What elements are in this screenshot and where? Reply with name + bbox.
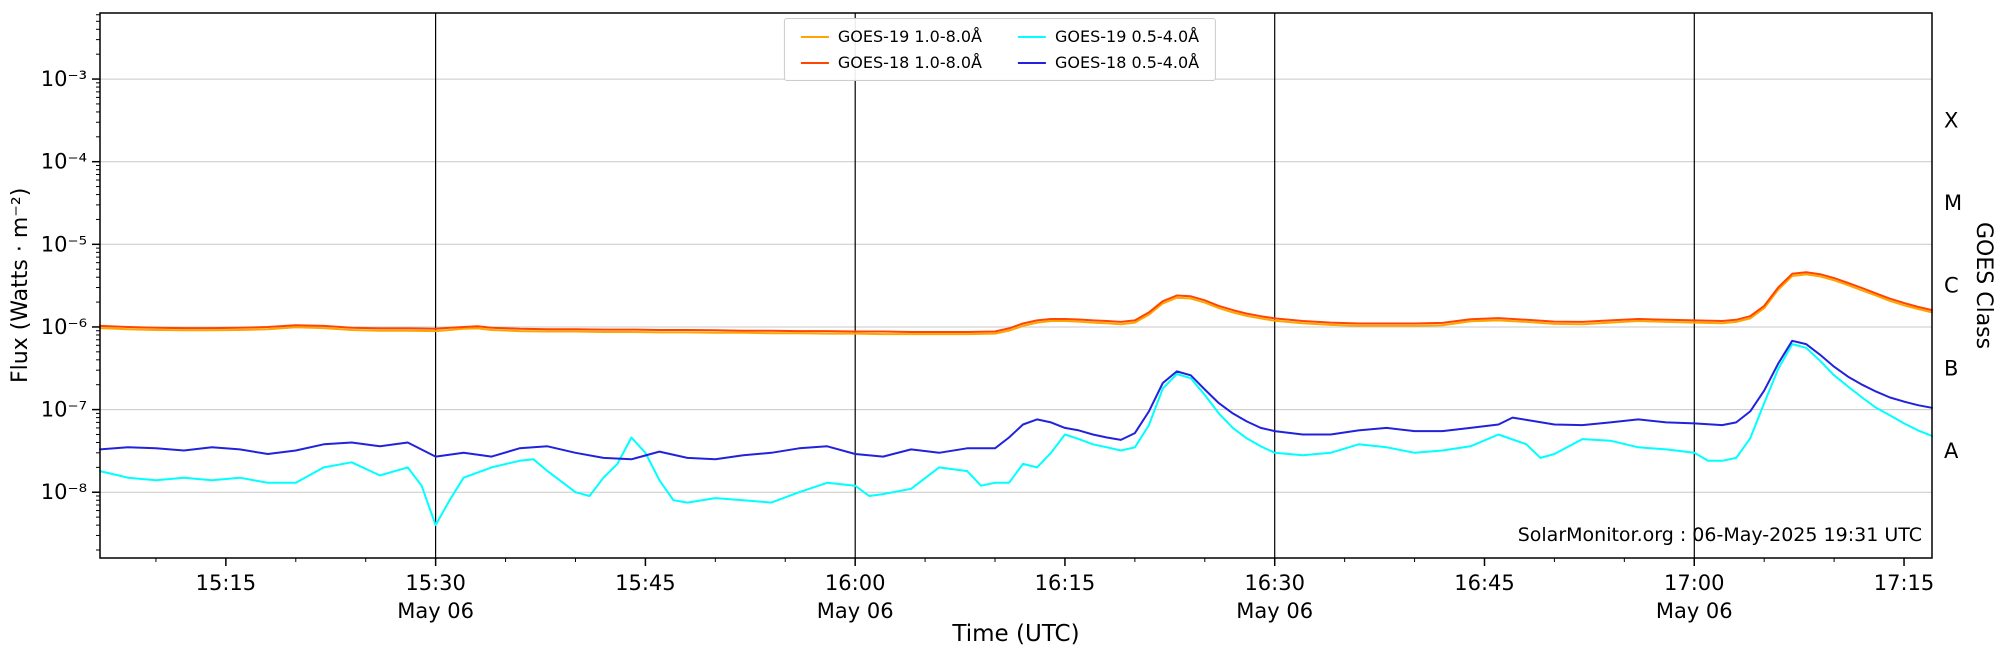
x-tick-label: 17:00 [1664, 571, 1725, 595]
legend-label-goes18-short: GOES-18 0.5-4.0Å [1055, 53, 1200, 72]
watermark-text: SolarMonitor.org : 06-May-2025 19:31 UTC [1517, 524, 1922, 546]
series-line-goes19-long [99, 273, 1933, 336]
legend-line-goes18-long-icon [800, 61, 829, 64]
goes-class-letter: X [1944, 108, 1958, 132]
x-tick-label: 16:30 [1244, 571, 1305, 595]
plot-border [99, 12, 1933, 559]
legend-item-goes19-short: GOES-19 0.5-4.0Å [1018, 27, 1199, 46]
legend-line-goes19-long-icon [800, 35, 829, 38]
x-date-label: May 06 [817, 599, 894, 623]
legend: GOES-19 1.0-8.0Å GOES-18 1.0-8.0Å GOES-1… [783, 18, 1217, 81]
x-tick-label: 15:30 [405, 571, 466, 595]
legend-line-goes19-short-icon [1018, 35, 1046, 38]
x-tick-label: 15:45 [615, 571, 676, 595]
y-tick-label: 10⁻⁸ [41, 480, 87, 504]
y-tick-label: 10⁻⁵ [41, 232, 87, 256]
x-axis-label-time: Time (UTC) [952, 621, 1080, 647]
legend-item-goes19-long: GOES-19 1.0-8.0Å [800, 27, 982, 46]
y-tick-label: 10⁻⁴ [41, 150, 87, 174]
series-line-goes19-short [99, 343, 1933, 527]
x-date-label: May 06 [397, 599, 474, 623]
y-tick-label: 10⁻⁷ [41, 398, 87, 422]
series-line-goes18-long [99, 271, 1933, 333]
legend-label-goes19-long: GOES-19 1.0-8.0Å [837, 27, 982, 46]
goes-class-letter: B [1944, 356, 1958, 380]
goes-class-letter: C [1944, 274, 1959, 298]
legend-label-goes18-long: GOES-18 1.0-8.0Å [837, 53, 982, 72]
x-date-label: May 06 [1656, 599, 1733, 623]
x-tick-label: 15:15 [196, 571, 257, 595]
y-tick-label: 10⁻⁶ [41, 315, 87, 339]
legend-item-goes18-long: GOES-18 1.0-8.0Å [800, 53, 982, 72]
x-tick-label: 16:00 [825, 571, 886, 595]
goes-class-letter: A [1944, 439, 1959, 463]
goes-class-letter: M [1944, 191, 1962, 215]
series-line-goes18-short [99, 339, 1933, 461]
y-tick-label: 10⁻³ [41, 67, 87, 91]
x-tick-label: 17:15 [1874, 571, 1935, 595]
legend-label-goes19-short: GOES-19 0.5-4.0Å [1055, 27, 1200, 46]
legend-item-goes18-short: GOES-18 0.5-4.0Å [1018, 53, 1199, 72]
legend-line-goes18-short-icon [1018, 61, 1046, 64]
y-axis-label-goes-class: GOES Class [1971, 221, 1996, 350]
x-tick-label: 16:15 [1035, 571, 1096, 595]
x-tick-label: 16:45 [1454, 571, 1515, 595]
x-date-label: May 06 [1236, 599, 1313, 623]
y-axis-label-flux: Flux (Watts · m⁻²) [8, 187, 33, 384]
